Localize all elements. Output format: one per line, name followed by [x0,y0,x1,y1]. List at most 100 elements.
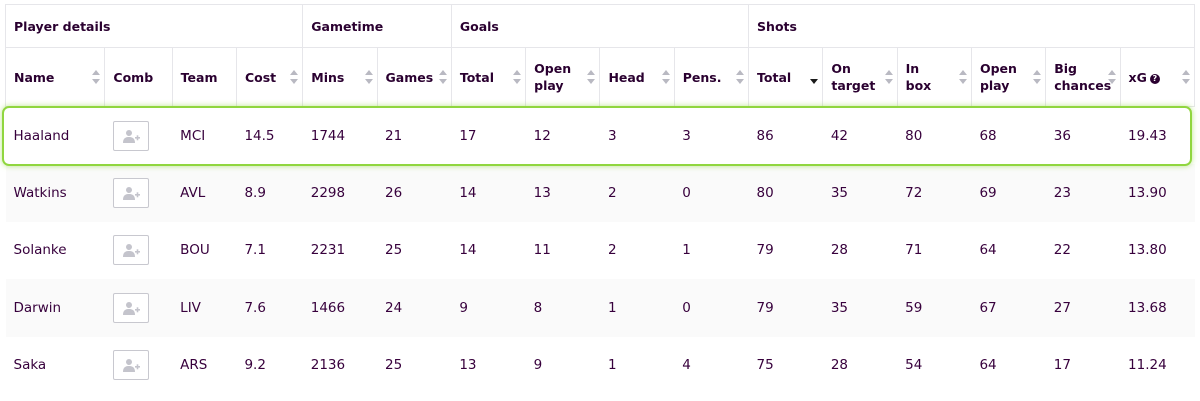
cell-cost: 7.1 [244,242,266,259]
cell-games: 25 [385,242,403,259]
cell-shots-open-play: 68 [979,127,997,144]
cell-shots-open-play: 69 [971,164,1046,222]
col-header-xg[interactable]: xG? [1120,47,1196,107]
cell-pens: 3 [682,127,691,144]
cell-goals-total: 17 [459,127,477,144]
cell-xg: 13.90 [1120,164,1195,222]
col-header-pens[interactable]: Pens. [674,47,750,107]
col-label-pens: Pens. [682,69,722,85]
cell-head: 1 [607,357,617,374]
player-stats-table: Player details Gametime Goals Shots Name… [4,4,1196,395]
cell-big-chances: 22 [1053,242,1071,259]
cell-xg: 19.43 [1128,127,1167,144]
cell-goals-open-play: 12 [533,127,551,144]
col-header-mins[interactable]: Mins [302,47,378,107]
cell-shots-open-play: 67 [971,279,1046,337]
cell-name: Saka [13,357,47,374]
add-to-comparison-button[interactable] [112,350,149,381]
cell-shots-total: 75 [756,357,774,374]
cell-on-target: 42 [830,127,849,144]
group-shots: Shots [748,4,1195,48]
sort-icon [884,70,893,84]
sort-icon [92,70,101,84]
cell-xg: 11.24 [1128,357,1167,374]
cell-mins: 1466 [302,279,378,337]
sort-icon [438,70,447,84]
add-user-icon [122,244,140,258]
sort-icon [1107,70,1116,84]
add-to-comparison-button[interactable] [112,120,149,151]
cell-on-target: 35 [822,164,898,222]
cell-head: 3 [607,127,617,144]
col-header-comb: Comb [104,47,173,107]
cell-goals-total: 14 [451,164,526,222]
cell-team: AVL [172,164,237,222]
col-header-goals-open-play[interactable]: Open play [525,47,601,107]
sort-icon [1182,70,1190,84]
col-header-games[interactable]: Games [377,47,452,107]
add-user-icon [122,186,140,200]
cell-mins: 1744 [310,127,346,144]
col-label-in-box: In box [905,61,932,93]
cell-big-chances: 17 [1053,357,1071,374]
col-header-shots-total[interactable]: Total [748,47,824,107]
col-label-team: Team [180,69,218,85]
cell-in-box: 54 [905,357,923,374]
cell-mins: 2298 [302,164,378,222]
cell-name: Solanke [13,242,67,259]
add-to-comparison-button[interactable] [112,292,149,323]
cell-cost: 7.6 [236,279,303,337]
col-header-head[interactable]: Head [599,47,675,107]
col-label-on-target: On target [831,61,876,93]
sort-descending-icon [810,70,819,84]
col-header-big-chances[interactable]: Big chances [1045,47,1121,107]
cell-goals-total: 13 [459,357,477,374]
add-user-icon [122,301,140,315]
col-header-in-box[interactable]: In box [897,47,972,107]
cell-cost: 9.2 [244,357,266,374]
cell-games: 21 [385,127,403,144]
sort-icon [1033,70,1042,84]
info-icon[interactable]: ? [1149,73,1160,84]
col-label-goals-total: Total [459,69,494,85]
cell-in-box: 72 [897,164,972,222]
cell-shots-open-play: 64 [979,357,997,374]
cell-big-chances: 36 [1053,127,1071,144]
col-label-xg: xG? [1129,69,1174,86]
cell-big-chances: 27 [1045,279,1121,337]
table-row[interactable]: Darwin LIV 7.6 1466 24 9 8 1 0 79 35 59 67 27 13.68 [5,279,1195,337]
col-header-cost[interactable]: Cost [236,47,304,107]
cell-in-box: 59 [897,279,972,337]
col-header-shots-open-play[interactable]: Open play [971,47,1047,107]
table-body: Haaland MCI 14.5 1744 21 17 12 3 3 86 42 80 68 36 19.4… [5,107,1195,395]
table-row[interactable]: Watkins AVL 8.9 2298 26 14 13 2 0 80 35 72 69 23 13.90 [5,164,1195,222]
cell-on-target: 35 [822,279,898,337]
add-user-icon [122,359,140,373]
table-row[interactable]: Solanke BOU 7.1 2231 25 14 11 2 1 79 28 71 64 22 13.80 [6,222,1195,280]
cell-head: 2 [599,164,675,222]
cell-shots-total: 79 [756,242,774,259]
table-row[interactable]: Haaland MCI 14.5 1744 21 17 12 3 3 86 42 80 68 36 19.4… [6,107,1195,165]
cell-team: BOU [180,242,210,259]
col-label-head: Head [608,69,645,85]
col-label-shots-open-play: Open play [979,61,1017,93]
cell-in-box: 71 [905,242,923,259]
col-header-name[interactable]: Name [4,47,106,107]
cell-games: 24 [377,279,452,337]
cell-goals-open-play: 9 [533,357,543,374]
col-header-goals-total[interactable]: Total [451,47,527,107]
cell-comb [105,107,172,165]
cell-team: ARS [180,357,208,374]
add-to-comparison-button[interactable] [112,235,149,266]
sort-icon [290,70,299,84]
col-header-on-target[interactable]: On target [822,47,898,107]
add-to-comparison-button[interactable] [112,177,149,208]
table-row[interactable]: Saka ARS 9.2 2136 25 13 9 1 4 75 28 54 64 17 11.24 [6,337,1195,395]
cell-head: 2 [607,242,617,259]
cell-name: Watkins [5,164,105,222]
col-label-games: Games [385,69,434,85]
cell-mins: 2231 [310,242,346,259]
sort-icon [513,70,522,84]
cell-games: 26 [377,164,452,222]
cell-head: 1 [599,279,675,337]
